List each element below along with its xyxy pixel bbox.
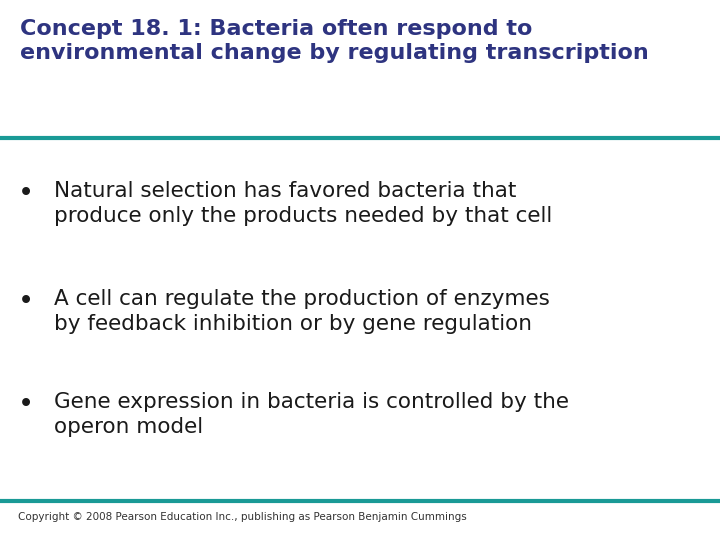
Text: Gene expression in bacteria is controlled by the
operon model: Gene expression in bacteria is controlle… <box>54 392 569 437</box>
Text: A cell can regulate the production of enzymes
by feedback inhibition or by gene : A cell can regulate the production of en… <box>54 289 550 334</box>
Text: Concept 18. 1: Bacteria often respond to
environmental change by regulating tran: Concept 18. 1: Bacteria often respond to… <box>20 19 649 63</box>
Text: Copyright © 2008 Pearson Education Inc., publishing as Pearson Benjamin Cummings: Copyright © 2008 Pearson Education Inc.,… <box>18 512 467 522</box>
Text: •: • <box>18 181 34 207</box>
Text: Natural selection has favored bacteria that
produce only the products needed by : Natural selection has favored bacteria t… <box>54 181 552 226</box>
Text: •: • <box>18 289 34 315</box>
Text: •: • <box>18 392 34 417</box>
